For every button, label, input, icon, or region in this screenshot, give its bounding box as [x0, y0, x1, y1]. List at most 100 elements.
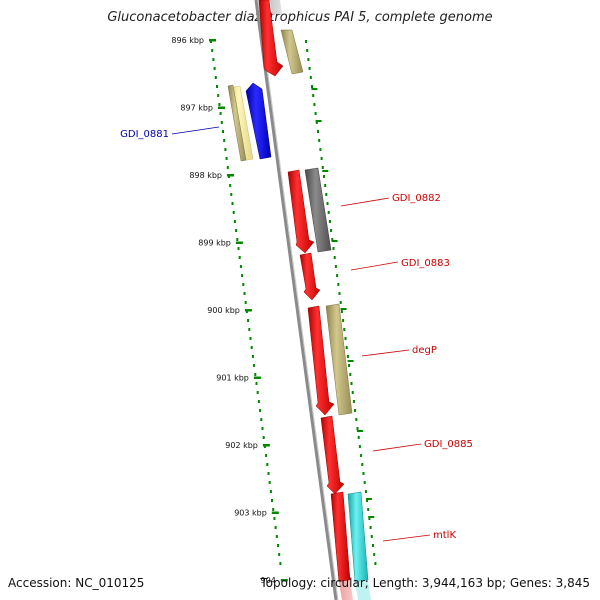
backbone-line: [254, 0, 338, 600]
scale-tick-mark: [262, 444, 270, 447]
gene-label-gdi0883[interactable]: GDI_0883: [401, 258, 450, 269]
cds-pale-red-mtlk[interactable]: [339, 580, 353, 600]
cds-red-top[interactable]: [258, 0, 284, 77]
scale-dot-right: [305, 40, 307, 43]
cds-blue-gdi0881[interactable]: [245, 82, 272, 160]
gene-features: [227, 0, 371, 600]
scale-dot-right: [321, 166, 324, 169]
scale-tick-mark-right: [315, 120, 322, 122]
gene-label-gdi0881[interactable]: GDI_0881: [120, 129, 169, 140]
cds-red-gdi0882[interactable]: [287, 169, 315, 254]
scale-dot-left: [241, 274, 244, 277]
scale-dot-right: [311, 85, 313, 88]
scale-dot-right: [308, 67, 311, 70]
scale-dot-right: [334, 265, 337, 268]
scale-dot-right: [373, 553, 376, 556]
leader-mtlk: [382, 534, 431, 542]
genome-title: Gluconacetobacter diazotrophicus PAI 5, …: [107, 10, 493, 25]
scale-dot-left: [259, 409, 262, 412]
scale-dot-right: [348, 364, 351, 367]
scale-dot-right: [370, 535, 373, 538]
scale-dot-right: [372, 544, 374, 547]
scale-dot-left: [247, 319, 250, 322]
cds-gray-0882[interactable]: [304, 167, 332, 253]
scale-dot-left: [239, 265, 242, 268]
scale-dot-left: [274, 526, 277, 529]
scale-dot-right: [315, 121, 318, 124]
scale-dot-right: [368, 517, 371, 520]
scale-dot-right: [358, 445, 361, 448]
scale-dot-right: [354, 409, 357, 412]
scale-dot-right: [355, 418, 358, 421]
scale-tick-label: 897 kbp: [180, 104, 213, 113]
scale-dot-left: [224, 148, 227, 151]
leader-gdi0881: [171, 126, 220, 135]
scale-dot-right: [340, 310, 343, 313]
scale-dot-left: [269, 490, 272, 493]
scale-dot-left: [235, 229, 238, 232]
cds-cyan-mtlk[interactable]: [347, 491, 369, 583]
leader-gdi0882: [340, 197, 390, 207]
scale-dot-left: [233, 220, 236, 223]
scale-dot-left: [272, 508, 275, 511]
scale-dot-right: [325, 193, 328, 196]
cds-red-gdi0885[interactable]: [320, 415, 345, 495]
scale-dot-right: [345, 346, 348, 349]
scale-tick-mark-right: [347, 360, 354, 362]
scale-dot-left: [222, 130, 224, 133]
scale-dot-left: [256, 391, 259, 394]
scale-dot-left: [260, 418, 263, 421]
cds-lightgray-top[interactable]: [270, 0, 282, 14]
cds-light-cyan-mtlk[interactable]: [355, 580, 371, 600]
gene-label-gdi0882[interactable]: GDI_0882: [392, 193, 441, 204]
scale-dot-left: [218, 103, 221, 106]
cds-red-degp[interactable]: [307, 305, 335, 416]
scale-dot-left: [265, 454, 268, 457]
scale-dot-left: [237, 247, 240, 250]
cds-red-gdi0883[interactable]: [299, 252, 321, 301]
scale-dot-right: [324, 184, 327, 187]
scale-dot-right: [339, 301, 342, 304]
scale-dot-right: [357, 436, 360, 439]
scale-dot-right: [366, 499, 368, 502]
gene-labels: GDI_0881 GDI_0882 GDI_0883 degP GDI_0885…: [120, 129, 473, 541]
scale-tick-mark: [280, 579, 288, 582]
scale-dot-right: [338, 292, 341, 295]
cds-khaki-0881[interactable]: [227, 84, 247, 162]
scale-dot-left: [220, 121, 223, 124]
scale-dot-right: [307, 58, 310, 61]
scale-dot-left: [232, 211, 235, 214]
scale-dot-left: [226, 166, 229, 169]
gene-label-mtlk[interactable]: mtlK: [433, 530, 456, 541]
scale-tick-mark: [209, 39, 216, 42]
scale-ticks: 896 kbp 897 kbp 898 kbp 899 kbp 900 kbp 901 k…: [171, 36, 375, 585]
scale-dot-left: [213, 67, 216, 70]
scale-dot-right: [374, 562, 377, 565]
scale-dot-left: [278, 553, 281, 556]
scale-dot-left: [225, 157, 228, 160]
scale-dot-left: [251, 355, 254, 358]
scale-dot-right: [346, 355, 349, 358]
scale-tick-label: 898 kbp: [189, 171, 222, 180]
scale-tick-label: 900 kbp: [207, 306, 240, 315]
scale-dot-right: [323, 175, 325, 178]
cds-khaki-top[interactable]: [280, 29, 304, 75]
scale-dot-left: [261, 427, 264, 430]
gene-label-degp[interactable]: degP: [412, 345, 437, 356]
scale-tick-label: 899 kbp: [198, 239, 231, 248]
scale-dot-right: [326, 202, 329, 205]
scale-dot-left: [253, 364, 256, 367]
label-leaders: [171, 126, 431, 542]
scale-dot-right: [349, 373, 352, 376]
scale-dot-left: [214, 76, 217, 79]
scale-tick-mark: [235, 241, 243, 244]
scale-dot-right: [342, 319, 345, 322]
cds-khaki-degp[interactable]: [325, 303, 353, 416]
scale-tick-label: 902 kbp: [225, 441, 258, 450]
gene-label-gdi0885[interactable]: GDI_0885: [424, 439, 473, 450]
scale-dot-right: [317, 130, 319, 133]
scale-dot-right: [350, 382, 353, 385]
scale-dot-right: [332, 247, 335, 250]
scale-dot-left: [249, 337, 252, 340]
